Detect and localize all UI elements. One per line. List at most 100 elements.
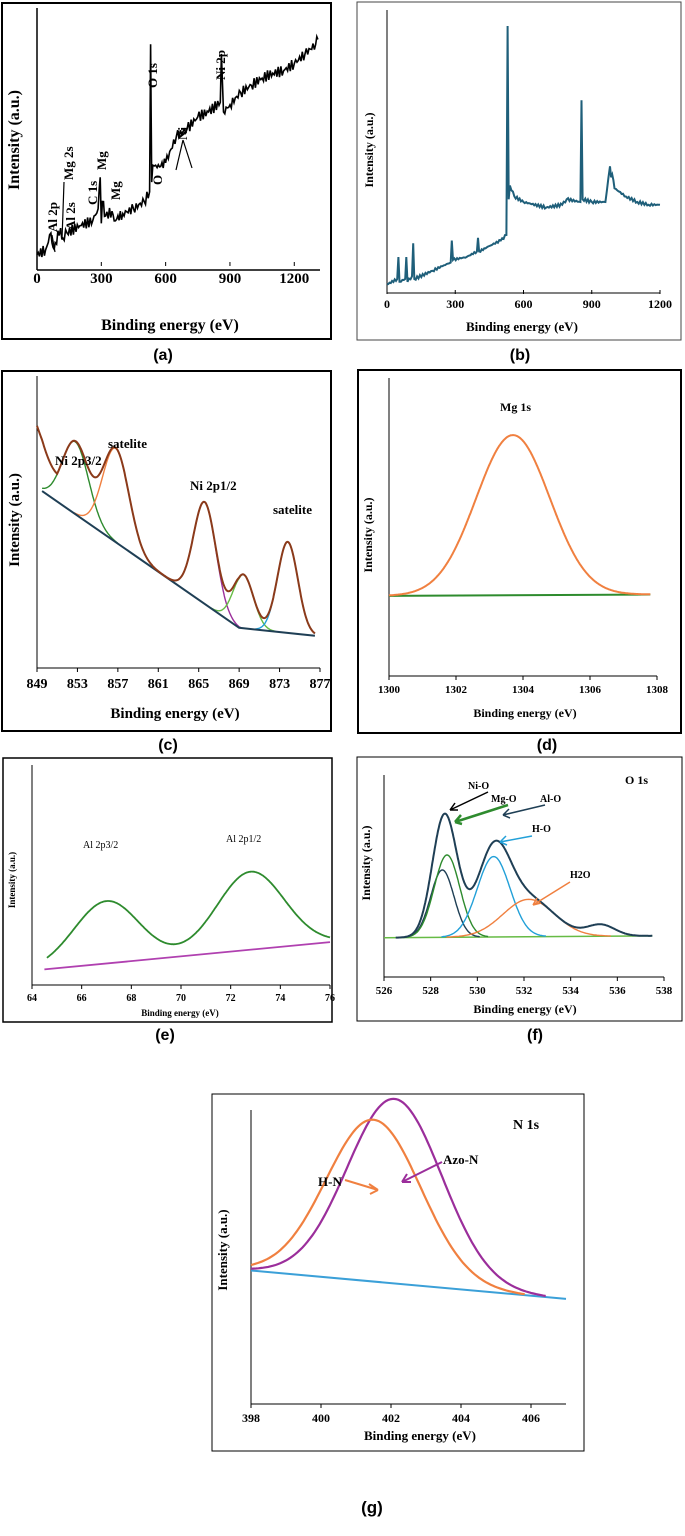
panel-c-xticks: 849 853 857 861 865 869 873 877: [27, 668, 331, 692]
panel-f-peak-2: [441, 855, 546, 938]
panel-f-peak-fits: [404, 854, 611, 938]
panel-b-xtick-label: 1200: [648, 297, 672, 311]
panel-f-peak-0: [404, 869, 480, 938]
panel-c-label-sat2: satelite: [273, 502, 312, 517]
panel-e-xtick-label: 64: [27, 993, 37, 1004]
panel-b-frame: [356, 1, 682, 341]
panel-a-frame: [1, 2, 332, 340]
arrow-nio: [449, 791, 489, 811]
panel-c-peak-fits: [41, 440, 316, 635]
panel-f-xticks: 526 528 530 532 534 536 538: [376, 977, 673, 997]
panel-d-caption: (d): [537, 737, 557, 754]
panel-b-caption: (b): [510, 347, 530, 364]
panel-d-xticks: 1300 1302 1304 1306 1308: [378, 676, 669, 696]
panel-a-xtick-label: 900: [219, 271, 242, 287]
panel-c-ylabel: Intensity (a.u.): [7, 473, 23, 567]
panel-e: 64 66 68 70 72 74 76 Al 2p3/2 Al 2p1/2 Binding…: [2, 757, 335, 1044]
panel-a-xlabel: Binding energy (eV): [101, 317, 239, 334]
panel-g-title: N 1s: [513, 1118, 540, 1133]
arrow-ho: [499, 835, 533, 846]
panel-g-xtick-label: 398: [242, 1411, 260, 1425]
panel-g: 398 400 402 404 406 N 1s Azo-N H-N Binding e…: [211, 1093, 585, 1517]
panel-b: 0 300 600 900 1200 Binding energy (eV) Inten…: [356, 1, 682, 364]
panel-d-mg1s-peak: [388, 434, 651, 597]
panel-e-xtick-label: 70: [176, 993, 186, 1004]
annot-o: O: [150, 175, 165, 185]
panel-g-xtick-label: 402: [382, 1411, 400, 1425]
arrow-hn: [344, 1179, 379, 1195]
panel-f-xtick-label: 526: [376, 985, 393, 997]
panel-b-xtick-label: 300: [446, 297, 464, 311]
panel-f-peak-3: [446, 898, 611, 938]
panel-f-xtick-label: 538: [656, 985, 673, 997]
panel-e-xlabel: Binding energy (eV): [141, 1008, 219, 1018]
panel-d-xtick-label: 1304: [512, 684, 535, 696]
panel-g-xtick-label: 406: [522, 1411, 540, 1425]
panel-e-caption: (e): [155, 1027, 175, 1044]
panel-e-xtick-label: 68: [126, 993, 136, 1004]
arrow-h2o: [532, 881, 571, 906]
panel-f-envelope: [395, 812, 653, 939]
panel-g-peak-fits: [250, 1097, 546, 1298]
panel-f-xtick-label: 536: [609, 985, 626, 997]
panel-d: 1300 1302 1304 1306 1308 Mg 1s Binding energ…: [357, 369, 682, 754]
panel-d-xtick-label: 1300: [378, 684, 401, 696]
panel-f-baseline: [383, 935, 653, 939]
panel-g-frame: [211, 1093, 585, 1452]
panel-c-label-sat1: satelite: [108, 436, 147, 451]
panel-e-xtick-label: 72: [226, 993, 236, 1004]
panel-a-ylabel: Intensity (a.u.): [6, 90, 23, 190]
panel-b-xticks: 0 300 600 900 1200: [384, 290, 672, 311]
panel-e-xtick-label: 66: [77, 993, 87, 1004]
panel-f-label-nio: Ni-O: [468, 781, 489, 792]
panel-g-xlabel: Binding energy (eV): [364, 1428, 476, 1443]
panel-c-xtick-label: 869: [229, 677, 250, 692]
panel-f-label-mgo: Mg-O: [491, 794, 517, 805]
panel-b-xlabel: Binding energy (eV): [466, 319, 578, 334]
annot-al2p-arrow: [51, 234, 56, 253]
panel-c-xtick-label: 865: [188, 677, 209, 692]
panel-f-xtick-label: 534: [562, 985, 579, 997]
annot-c1s: C 1s: [85, 181, 100, 205]
panel-e-ylabel: Intensity (a.u.): [7, 852, 17, 908]
annot-al2p: Al 2p: [45, 202, 60, 232]
panel-g-label-hn: H-N: [318, 1174, 342, 1189]
panel-f: 526 528 530 532 534 536 538 O 1s Ni-O Mg-O Al-…: [356, 756, 683, 1044]
panel-f-label-alo: Al-O: [540, 794, 561, 805]
annot-mg-1: Mg: [94, 151, 109, 170]
annot-ni2p: Ni 2p: [213, 50, 228, 80]
panel-a-xtick-label: 0: [33, 271, 41, 287]
panel-g-xticks: 398 400 402 404 406: [242, 1404, 540, 1425]
panel-g-xtick-label: 404: [452, 1411, 470, 1425]
panel-b-xtick-label: 900: [583, 297, 601, 311]
panel-a-annotations: Al 2p Mg 2s Al 2s C 1s Mg Mg O 1s O Ni N…: [45, 50, 228, 253]
panel-d-title: Mg 1s: [500, 400, 531, 414]
panel-e-baseline: [44, 941, 331, 971]
panel-f-frame: [356, 756, 683, 1022]
panel-c-xtick-label: 853: [67, 677, 88, 692]
panel-a-axes: [36, 8, 320, 271]
panel-g-label-azon: Azo-N: [443, 1152, 479, 1167]
annot-mg-2: Mg: [108, 181, 123, 200]
panel-f-title: O 1s: [625, 773, 648, 787]
panel-c-caption: (c): [158, 737, 178, 754]
panel-a-survey-line: [36, 33, 319, 258]
panel-b-xtick-label: 0: [384, 297, 390, 311]
panel-e-xticks: 64 66 68 70 72 74 76: [27, 985, 335, 1004]
panel-g-peak-1: [250, 1118, 525, 1296]
panel-c-peak-2: [168, 501, 241, 628]
panel-f-ylabel: Intensity (a.u.): [359, 825, 373, 900]
panel-d-frame: [357, 369, 682, 734]
panel-c-xtick-label: 861: [148, 677, 169, 692]
panel-f-arrows: [449, 791, 571, 906]
panel-e-envelope: [46, 870, 331, 959]
panel-c-xtick-label: 849: [27, 677, 48, 692]
panel-d-xtick-label: 1306: [579, 684, 602, 696]
panel-c-xtick-label: 873: [269, 677, 290, 692]
panel-f-xlabel: Binding energy (eV): [473, 1002, 576, 1016]
panel-e-label-2p32: Al 2p3/2: [83, 840, 118, 851]
panel-c-xtick-label: 857: [107, 677, 128, 692]
panel-d-ylabel: Intensity (a.u.): [361, 497, 375, 572]
